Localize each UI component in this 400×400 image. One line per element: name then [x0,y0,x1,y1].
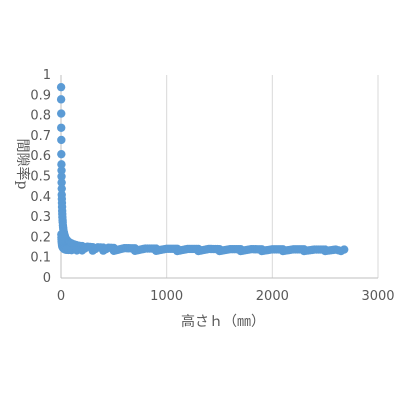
x-tick-label: 3000 [361,289,394,304]
data-point [57,184,66,193]
data-point [57,166,66,175]
data-point [56,82,66,92]
y-tick-label: 0.8 [30,109,51,124]
x-axis-title: 高さｈ（㎜） [181,313,265,330]
y-tick-label: 0.6 [30,149,51,164]
y-axis-title: 間隙率p [14,139,31,190]
y-tick-label: 0.7 [30,129,51,144]
y-tick-label: 0.4 [30,190,51,205]
x-tick-label: 1000 [150,289,183,304]
data-point [57,178,66,187]
grid-lines [166,75,379,278]
data-point [57,149,66,159]
data-point [57,135,66,145]
y-tick-label: 0.3 [30,210,51,225]
y-tick-label: 0 [43,271,51,286]
y-tick-labels: 0 0.1 0.2 0.3 0.4 0.5 0.6 0.7 0.8 0.9 1 [30,68,51,286]
x-tick-label: 0 [57,289,65,304]
data-point [57,123,66,132]
data-point [56,95,66,104]
x-tick-label: 2000 [256,289,289,304]
x-tick-labels: 0 1000 2000 3000 [57,289,395,304]
data-points [56,82,349,256]
data-point [57,109,66,118]
y-tick-label: 0.2 [30,230,51,245]
y-tick-label: 0.5 [30,170,51,185]
data-point [334,246,343,255]
data-point [57,172,66,181]
data-point [57,160,66,169]
y-tick-label: 0.9 [30,88,51,103]
y-tick-label: 0.1 [30,251,51,266]
y-tick-label: 1 [43,68,51,83]
